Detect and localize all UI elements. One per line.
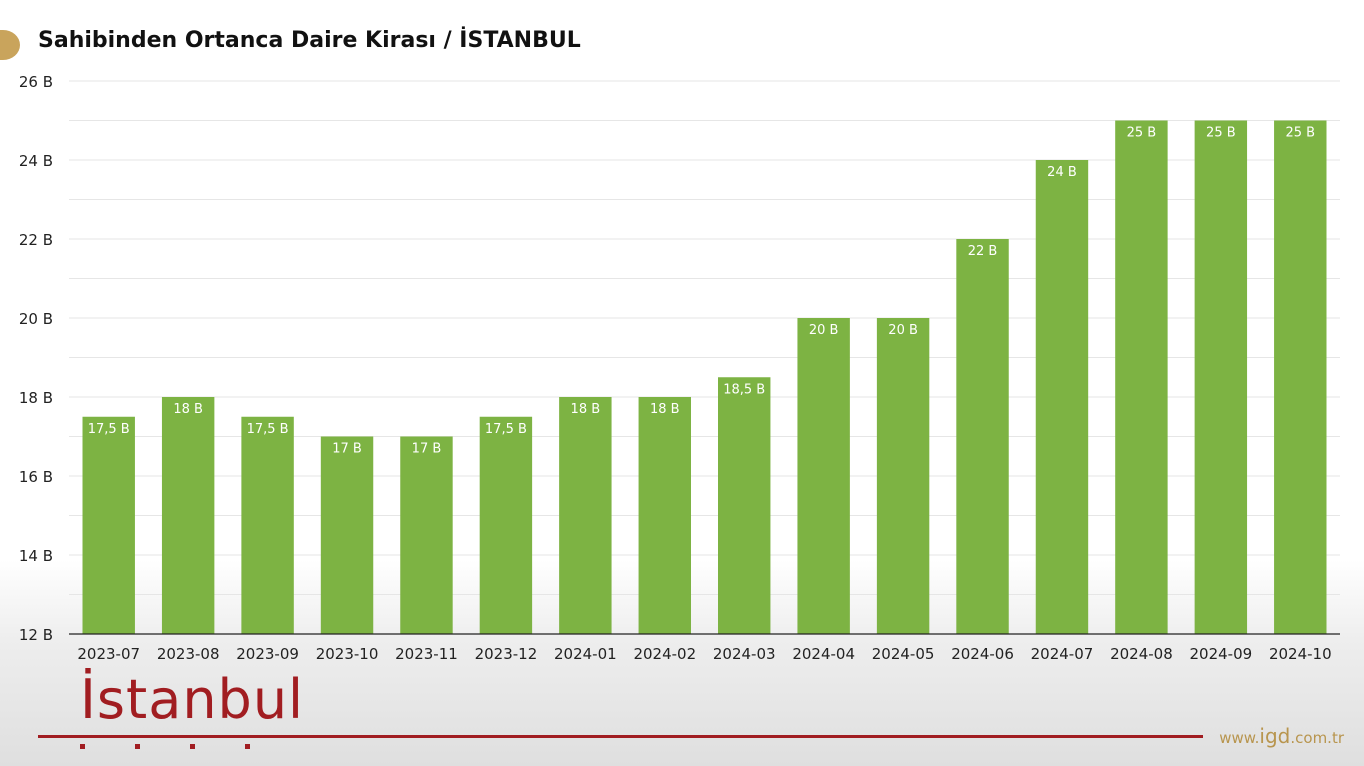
bar-data-label: 25 B: [1206, 126, 1236, 141]
x-tick-label: 2023-12: [475, 645, 538, 663]
x-tick-label: 2023-07: [77, 645, 140, 663]
x-tick-label: 2024-09: [1190, 645, 1253, 663]
x-tick-label: 2024-02: [633, 645, 696, 663]
bar: [956, 239, 1009, 634]
bar-data-label: 17,5 B: [88, 422, 130, 437]
x-tick-label: 2024-08: [1110, 645, 1173, 663]
bar: [1115, 120, 1168, 634]
x-tick-label: 2024-07: [1031, 645, 1094, 663]
x-tick-label: 2023-08: [157, 645, 220, 663]
y-tick-label: 26 B: [19, 73, 53, 91]
x-tick-label: 2023-09: [236, 645, 299, 663]
bar-data-label: 18 B: [650, 402, 680, 417]
x-tick-label: 2024-06: [951, 645, 1014, 663]
bar-data-label: 20 B: [809, 323, 839, 338]
y-tick-label: 12 B: [19, 626, 53, 644]
istanbul-logo: İstanbul: [80, 668, 305, 731]
bar-data-label: 25 B: [1285, 126, 1315, 141]
bar-data-label: 17 B: [332, 442, 362, 457]
bar-data-label: 20 B: [888, 323, 918, 338]
y-tick-label: 16 B: [19, 468, 53, 486]
bar: [638, 397, 691, 634]
x-tick-label: 2023-11: [395, 645, 458, 663]
chart-title: Sahibinden Ortanca Daire Kirası / İSTANB…: [38, 28, 581, 53]
y-tick-label: 14 B: [19, 547, 53, 565]
y-tick-label: 22 B: [19, 231, 53, 249]
bar: [320, 436, 374, 634]
bar-data-label: 22 B: [968, 244, 998, 259]
bar-data-label: 17 B: [412, 442, 442, 457]
bar: [1035, 160, 1089, 634]
bar: [82, 416, 135, 634]
x-tick-label: 2024-03: [713, 645, 776, 663]
website-url: www.igd.com.tr: [1219, 724, 1344, 748]
bar: [876, 318, 930, 634]
x-tick-label: 2024-10: [1269, 645, 1332, 663]
bar-chart: 12 B 14 B 16 B 18 B 20 B 22 B 24 B 26 B 17,5 B 20…: [19, 73, 1340, 663]
bar: [400, 436, 453, 634]
y-tick-label: 24 B: [19, 152, 53, 170]
x-tick-label: 2024-04: [792, 645, 855, 663]
bar-data-label: 17,5 B: [485, 422, 527, 437]
bar: [1194, 120, 1248, 634]
bar: [479, 416, 533, 634]
bar: [241, 416, 294, 634]
logo-markers: [80, 744, 250, 749]
bar: [718, 377, 771, 634]
bar-data-label: 18 B: [173, 402, 203, 417]
bar-data-label: 18 B: [571, 402, 601, 417]
x-tick-label: 2024-05: [872, 645, 935, 663]
gold-accent-shape: [0, 30, 20, 60]
y-tick-label: 18 B: [19, 389, 53, 407]
bar: [1274, 120, 1327, 634]
bar-data-label: 18,5 B: [723, 382, 765, 397]
bar-data-label: 24 B: [1047, 165, 1077, 180]
x-tick-label: 2023-10: [316, 645, 379, 663]
bar-data-label: 17,5 B: [247, 422, 289, 437]
bar: [797, 318, 850, 634]
x-tick-label: 2024-01: [554, 645, 617, 663]
bar: [559, 397, 612, 634]
logo-underline: [38, 735, 1203, 738]
bar-data-label: 25 B: [1127, 126, 1157, 141]
bar: [161, 397, 215, 634]
y-tick-label: 20 B: [19, 310, 53, 328]
